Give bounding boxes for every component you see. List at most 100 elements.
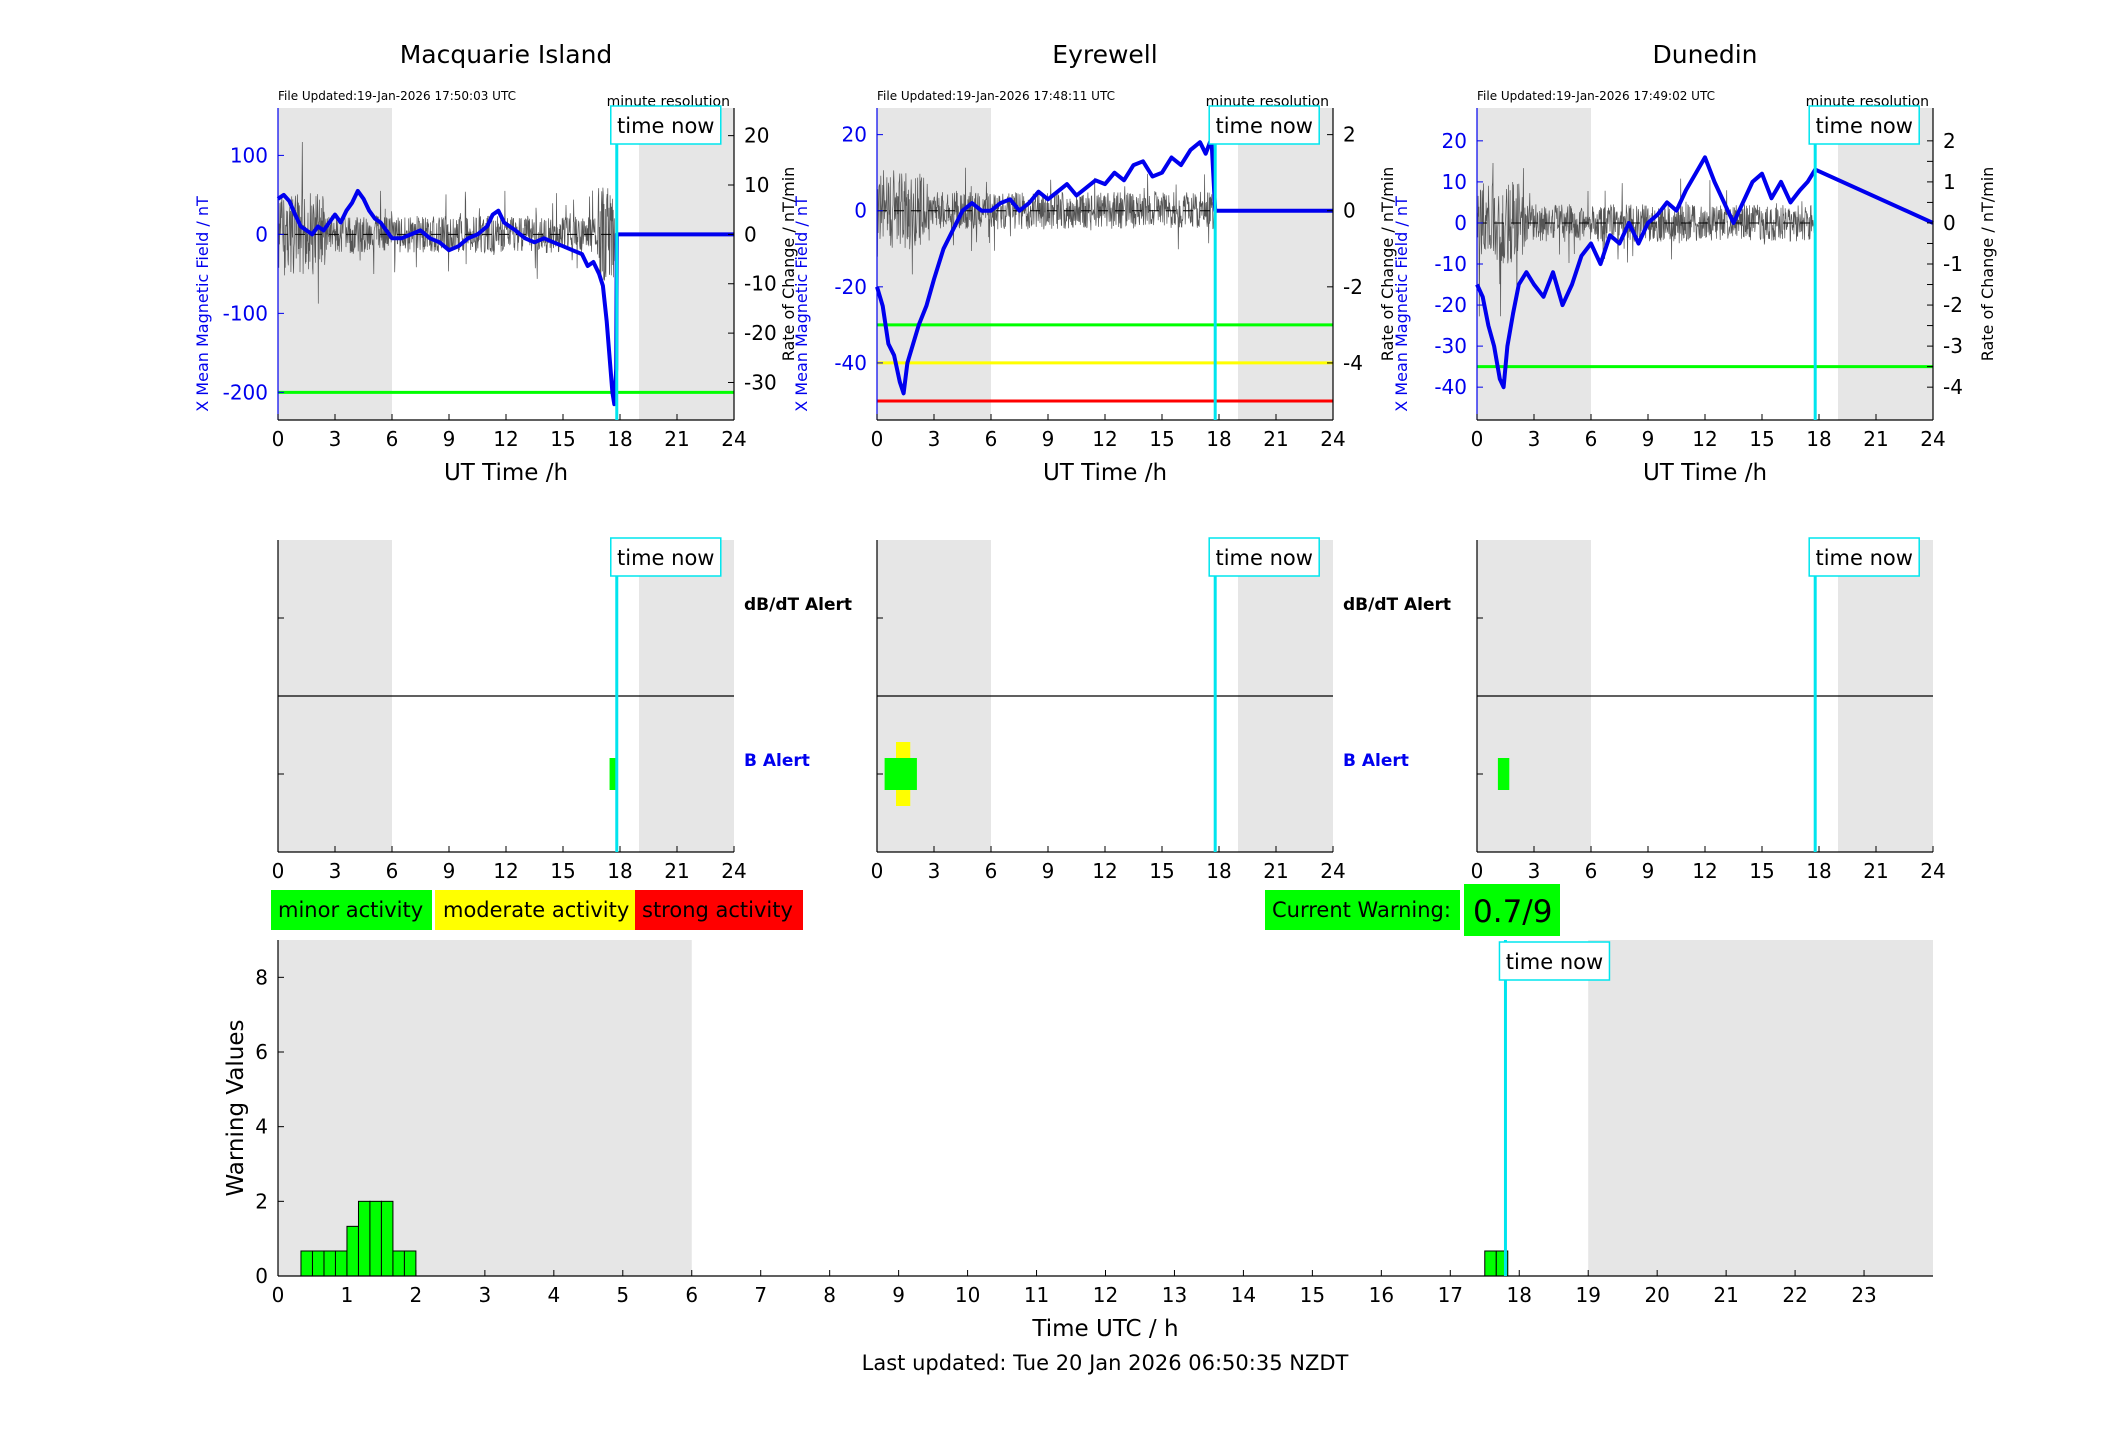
time-now-label: time now <box>1815 546 1912 570</box>
file-updated: File Updated:19-Jan-2026 17:50:03 UTC <box>278 89 516 103</box>
right-tick-label: -1 <box>1943 252 1963 276</box>
x-tick-label: 18 <box>607 427 632 451</box>
x-tick-label: 21 <box>1863 859 1888 883</box>
right-tick-label: -3 <box>1943 334 1963 358</box>
x-tick-label: 3 <box>928 859 941 883</box>
x-tick-label: 18 <box>1206 859 1231 883</box>
left-tick-label: -30 <box>1434 334 1467 358</box>
x-tick-label: 5 <box>616 1283 629 1307</box>
last-updated: Last updated: Tue 20 Jan 2026 06:50:35 N… <box>862 1351 1349 1375</box>
x-tick-label: 6 <box>985 859 998 883</box>
x-tick-label: 21 <box>664 859 689 883</box>
x-tick-label: 6 <box>685 1283 698 1307</box>
right-tick-label: -30 <box>744 370 777 394</box>
x-tick-label: 3 <box>1528 859 1541 883</box>
night-shading <box>877 108 991 420</box>
x-tick-label: 15 <box>1149 427 1174 451</box>
night-shading <box>278 108 392 420</box>
x-tick-label: 22 <box>1782 1283 1807 1307</box>
x-tick-label: 23 <box>1851 1283 1876 1307</box>
warning-bar <box>346 1225 359 1277</box>
left-tick-label: 20 <box>842 123 867 147</box>
time-now-box <box>1208 105 1320 145</box>
alert-cell-minor <box>1497 758 1510 790</box>
left-tick-label: -40 <box>1434 375 1467 399</box>
time-now-label: time now <box>1215 546 1312 570</box>
time-now-label: time now <box>1815 114 1912 138</box>
x-tick-label: 12 <box>1692 427 1717 451</box>
warning-bar <box>300 1250 313 1277</box>
x-tick-label: 3 <box>479 1283 492 1307</box>
x-tick-label: 18 <box>1806 427 1831 451</box>
y-tick-label: 8 <box>255 965 268 989</box>
right-tick-label: -4 <box>1943 375 1963 399</box>
right-tick-label: -10 <box>744 272 777 296</box>
legend-strong-label: strong activity <box>642 898 793 922</box>
x-tick-label: 21 <box>1263 427 1288 451</box>
x-tick-label: 9 <box>1642 859 1655 883</box>
alert-plot-eyrewell: dB/dT Alert B Alert 0 3 6 9 12 15 18 21 24 time now <box>871 537 1451 883</box>
x-tick-label: 12 <box>1093 1283 1118 1307</box>
time-now-box <box>1208 537 1320 577</box>
field-plot-eyrewell: Eyrewell File Updated:19-Jan-2026 17:48:1… <box>792 40 1397 486</box>
x-tick-label: 18 <box>1206 427 1231 451</box>
x-tick-label: 11 <box>1024 1283 1049 1307</box>
x-tick-label: 21 <box>1863 427 1888 451</box>
right-tick-label: 0 <box>1343 199 1356 223</box>
right-tick-label: 0 <box>1943 211 1956 235</box>
warning-bar <box>403 1250 417 1277</box>
time-now-label: time now <box>617 546 714 570</box>
x-tick-label: 21 <box>664 427 689 451</box>
x-tick-label: 3 <box>329 859 342 883</box>
time-now-label: time now <box>1215 114 1312 138</box>
right-tick-label: 20 <box>744 124 769 148</box>
legend-moderate-swatch <box>435 890 635 930</box>
left-tick-label: -40 <box>834 351 867 375</box>
x-tick-label: 0 <box>871 427 884 451</box>
rate-of-change-trace <box>876 167 1216 275</box>
field-series-line <box>1475 155 1934 390</box>
left-tick-label: -200 <box>223 380 268 404</box>
x-tick-label: 13 <box>1162 1283 1187 1307</box>
x-tick-label: 24 <box>721 859 746 883</box>
x-tick-label: 0 <box>871 859 884 883</box>
x-tick-label: 9 <box>1042 427 1055 451</box>
x-tick-label: 20 <box>1644 1283 1669 1307</box>
x-tick-label: 1 <box>341 1283 354 1307</box>
current-warning: Current Warning: 0.7/9 <box>1265 884 1560 936</box>
x-tick-label: 16 <box>1369 1283 1394 1307</box>
alert-cell-minor <box>609 758 618 790</box>
x-tick-label: 15 <box>550 859 575 883</box>
x-tick-label: 12 <box>1692 859 1717 883</box>
x-tick-label: 15 <box>1300 1283 1325 1307</box>
x-tick-label: 0 <box>272 1283 285 1307</box>
time-now-box <box>1808 105 1920 145</box>
right-tick-label: 1 <box>1943 170 1956 194</box>
station-title: Macquarie Island <box>400 40 613 69</box>
left-tick-label: -20 <box>1434 293 1467 317</box>
dbdt-alert-label: dB/dT Alert <box>744 595 852 615</box>
time-now-box <box>1498 941 1611 981</box>
x-tick-label: 24 <box>1320 427 1345 451</box>
x-tick-label: 15 <box>1149 859 1174 883</box>
left-tick-label: 100 <box>230 143 268 167</box>
right-tick-label: -2 <box>1343 275 1363 299</box>
field-plot-macquarie-island: Macquarie Island File Updated:19-Jan-2026… <box>193 40 798 486</box>
x-tick-label: 3 <box>928 427 941 451</box>
file-updated: File Updated:19-Jan-2026 17:48:11 UTC <box>877 89 1115 103</box>
magnetic-field-plots: Macquarie Island File Updated:19-Jan-2026… <box>193 40 1997 486</box>
x-axis-label: UT Time /h <box>1043 460 1167 486</box>
left-tick-label: -10 <box>1434 252 1467 276</box>
legend-minor-swatch <box>271 890 432 930</box>
x-tick-label: 15 <box>550 427 575 451</box>
current-warning-label-box <box>1265 890 1460 930</box>
time-now-label: time now <box>1506 950 1603 974</box>
warning-bar <box>392 1250 405 1277</box>
night-shading <box>1477 108 1591 420</box>
left-axis-label: X Mean Magnetic Field / nT <box>1392 196 1411 412</box>
x-tick-label: 0 <box>1471 427 1484 451</box>
warning-bar <box>311 1250 325 1277</box>
legend-minor-label: minor activity <box>278 898 423 922</box>
field-series-line <box>875 136 1333 396</box>
